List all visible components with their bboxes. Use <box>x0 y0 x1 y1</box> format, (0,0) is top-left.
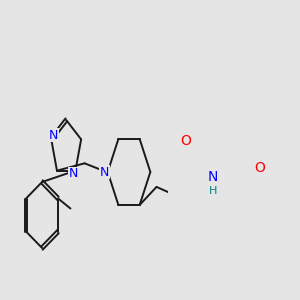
Text: N: N <box>68 167 78 180</box>
Text: O: O <box>180 134 191 148</box>
Text: O: O <box>254 161 265 175</box>
Text: N: N <box>49 129 58 142</box>
Text: N: N <box>100 166 109 178</box>
Text: H: H <box>208 186 217 196</box>
Text: N: N <box>207 170 218 184</box>
